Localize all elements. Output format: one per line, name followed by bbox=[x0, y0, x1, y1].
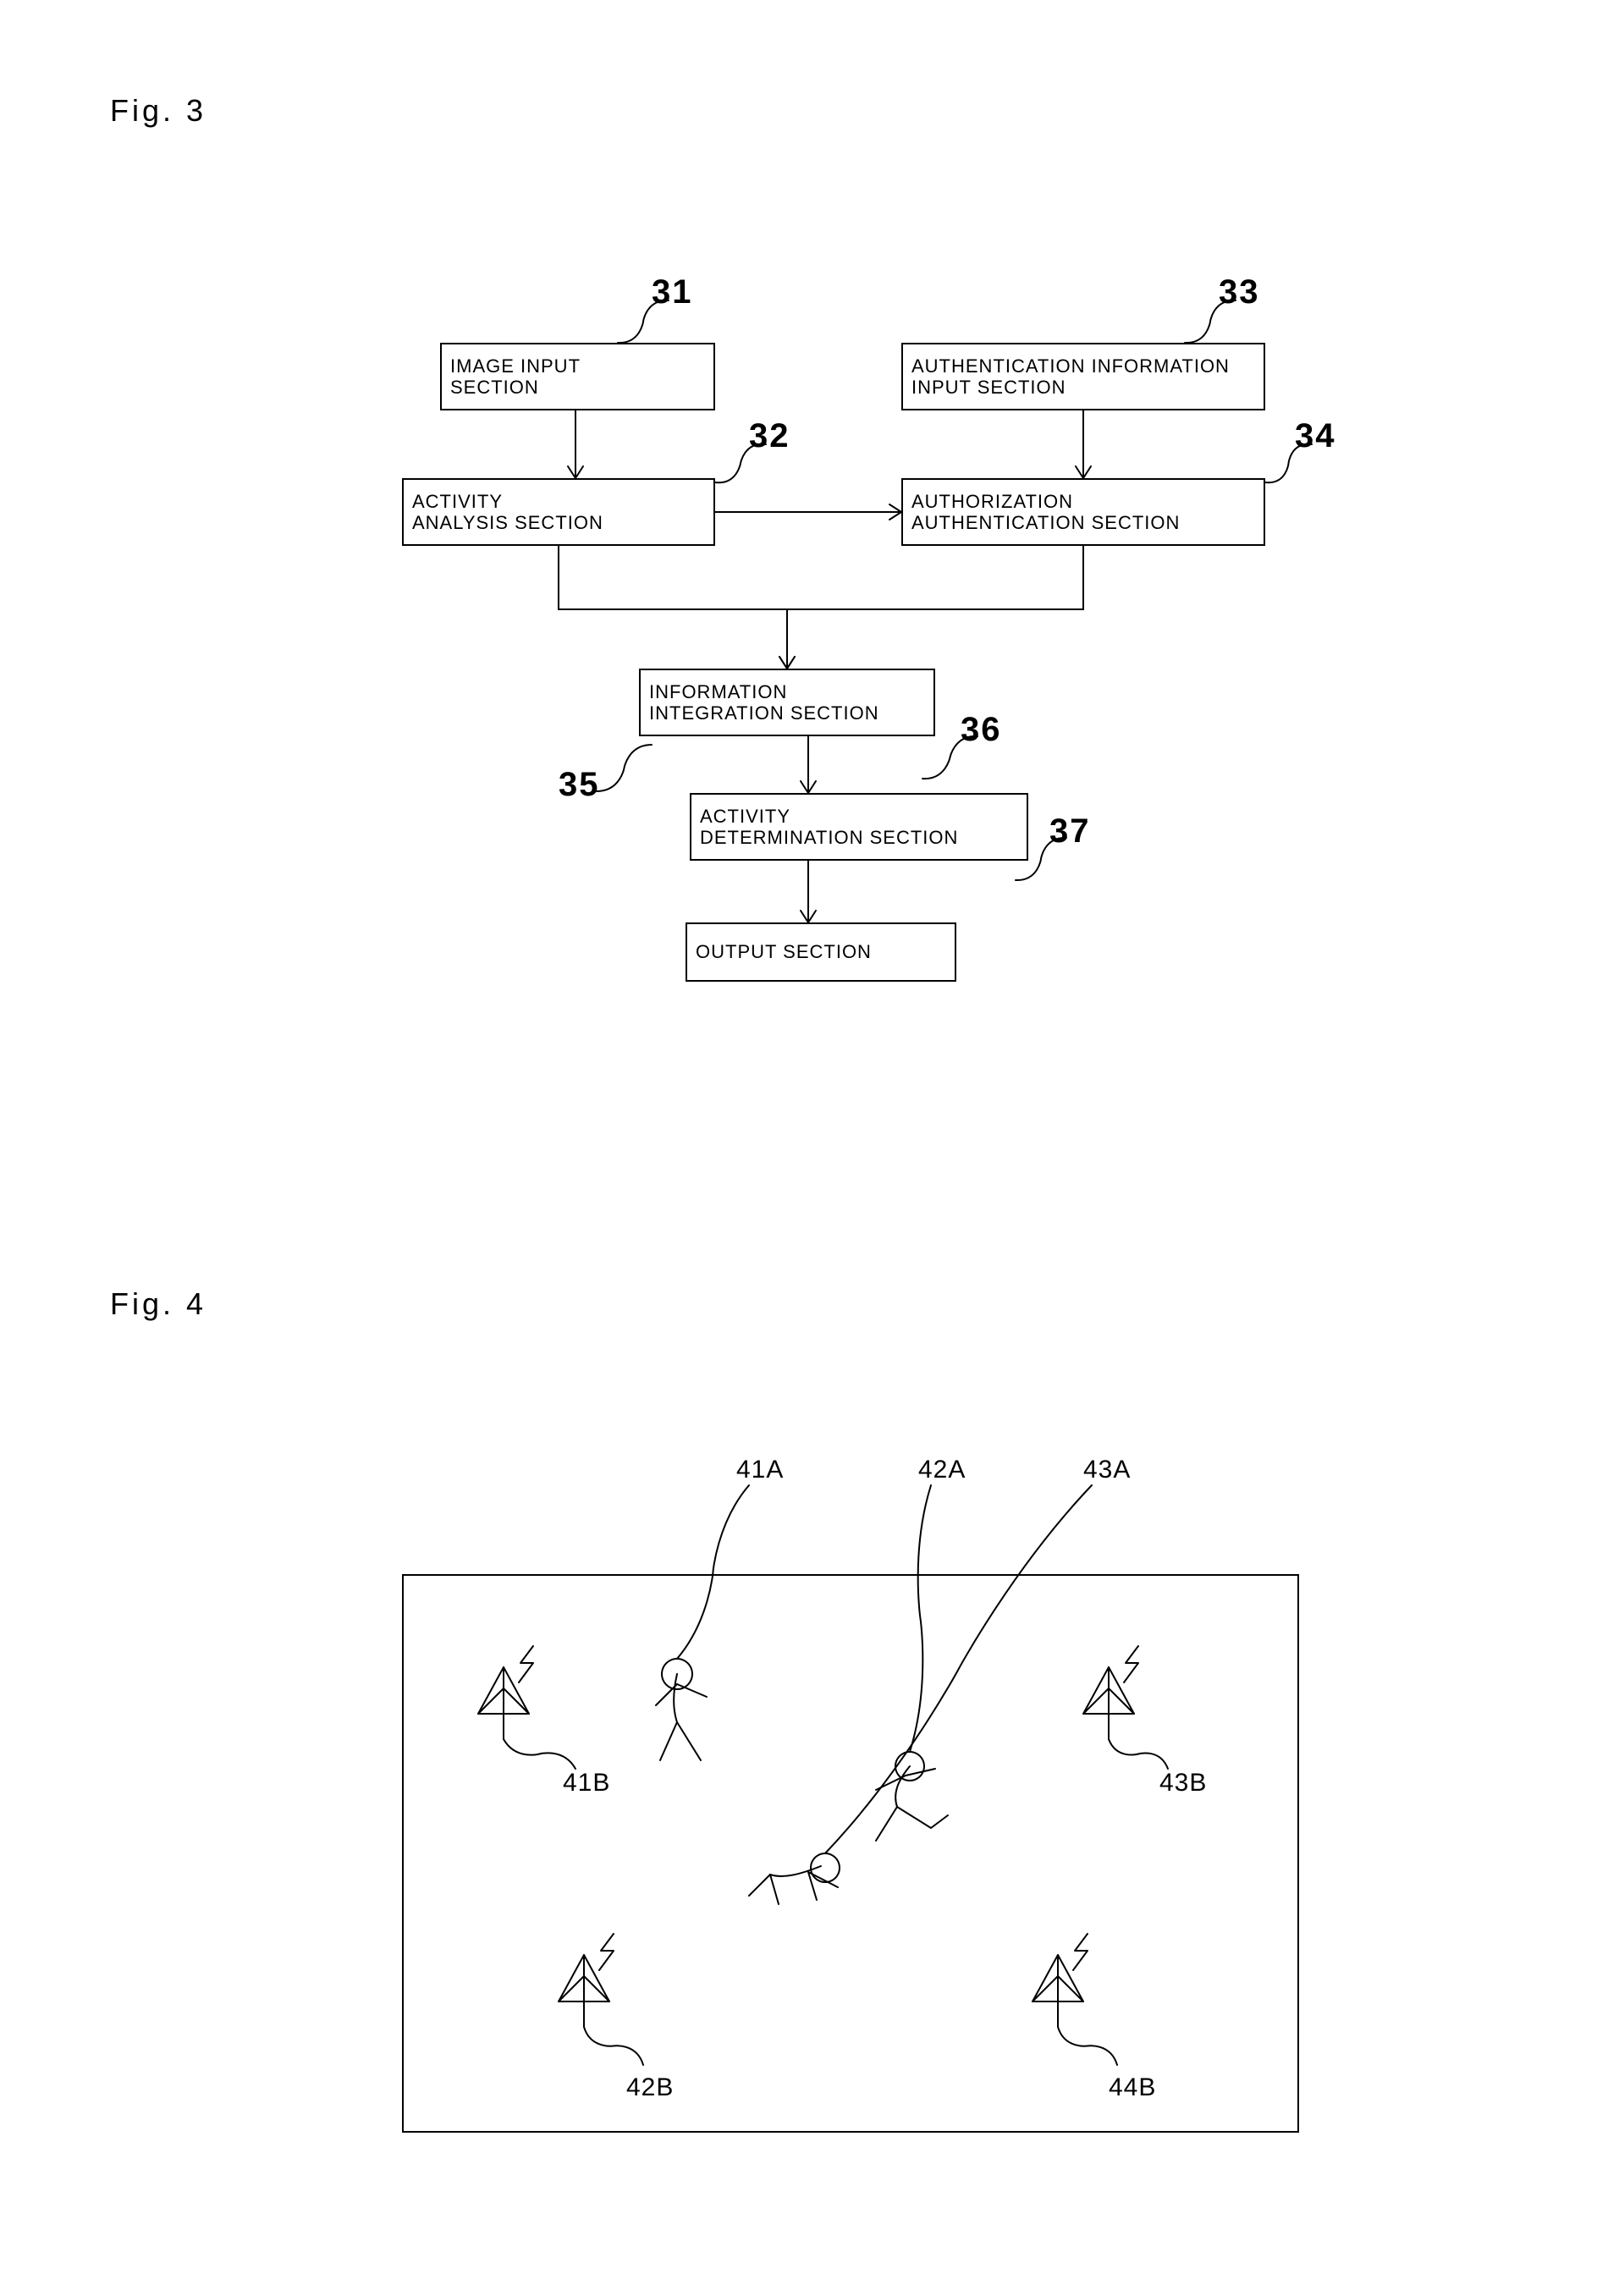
fig3-connectors bbox=[0, 0, 1619, 1269]
fig4-drawings bbox=[0, 1269, 1619, 2285]
fig3-canvas: IMAGE INPUT SECTIONACTIVITY ANALYSIS SEC… bbox=[0, 0, 1619, 1269]
fig4-canvas: 41A42A43A41B43B42B44B bbox=[0, 1269, 1619, 2285]
